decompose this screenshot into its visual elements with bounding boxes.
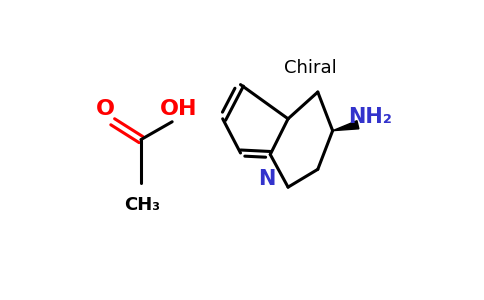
Text: CH₃: CH₃: [124, 196, 160, 214]
Text: O: O: [96, 99, 115, 119]
Polygon shape: [333, 121, 359, 131]
Text: Chiral: Chiral: [284, 59, 337, 77]
Text: NH₂: NH₂: [348, 107, 392, 127]
Text: N: N: [258, 169, 276, 189]
Text: OH: OH: [160, 99, 197, 119]
